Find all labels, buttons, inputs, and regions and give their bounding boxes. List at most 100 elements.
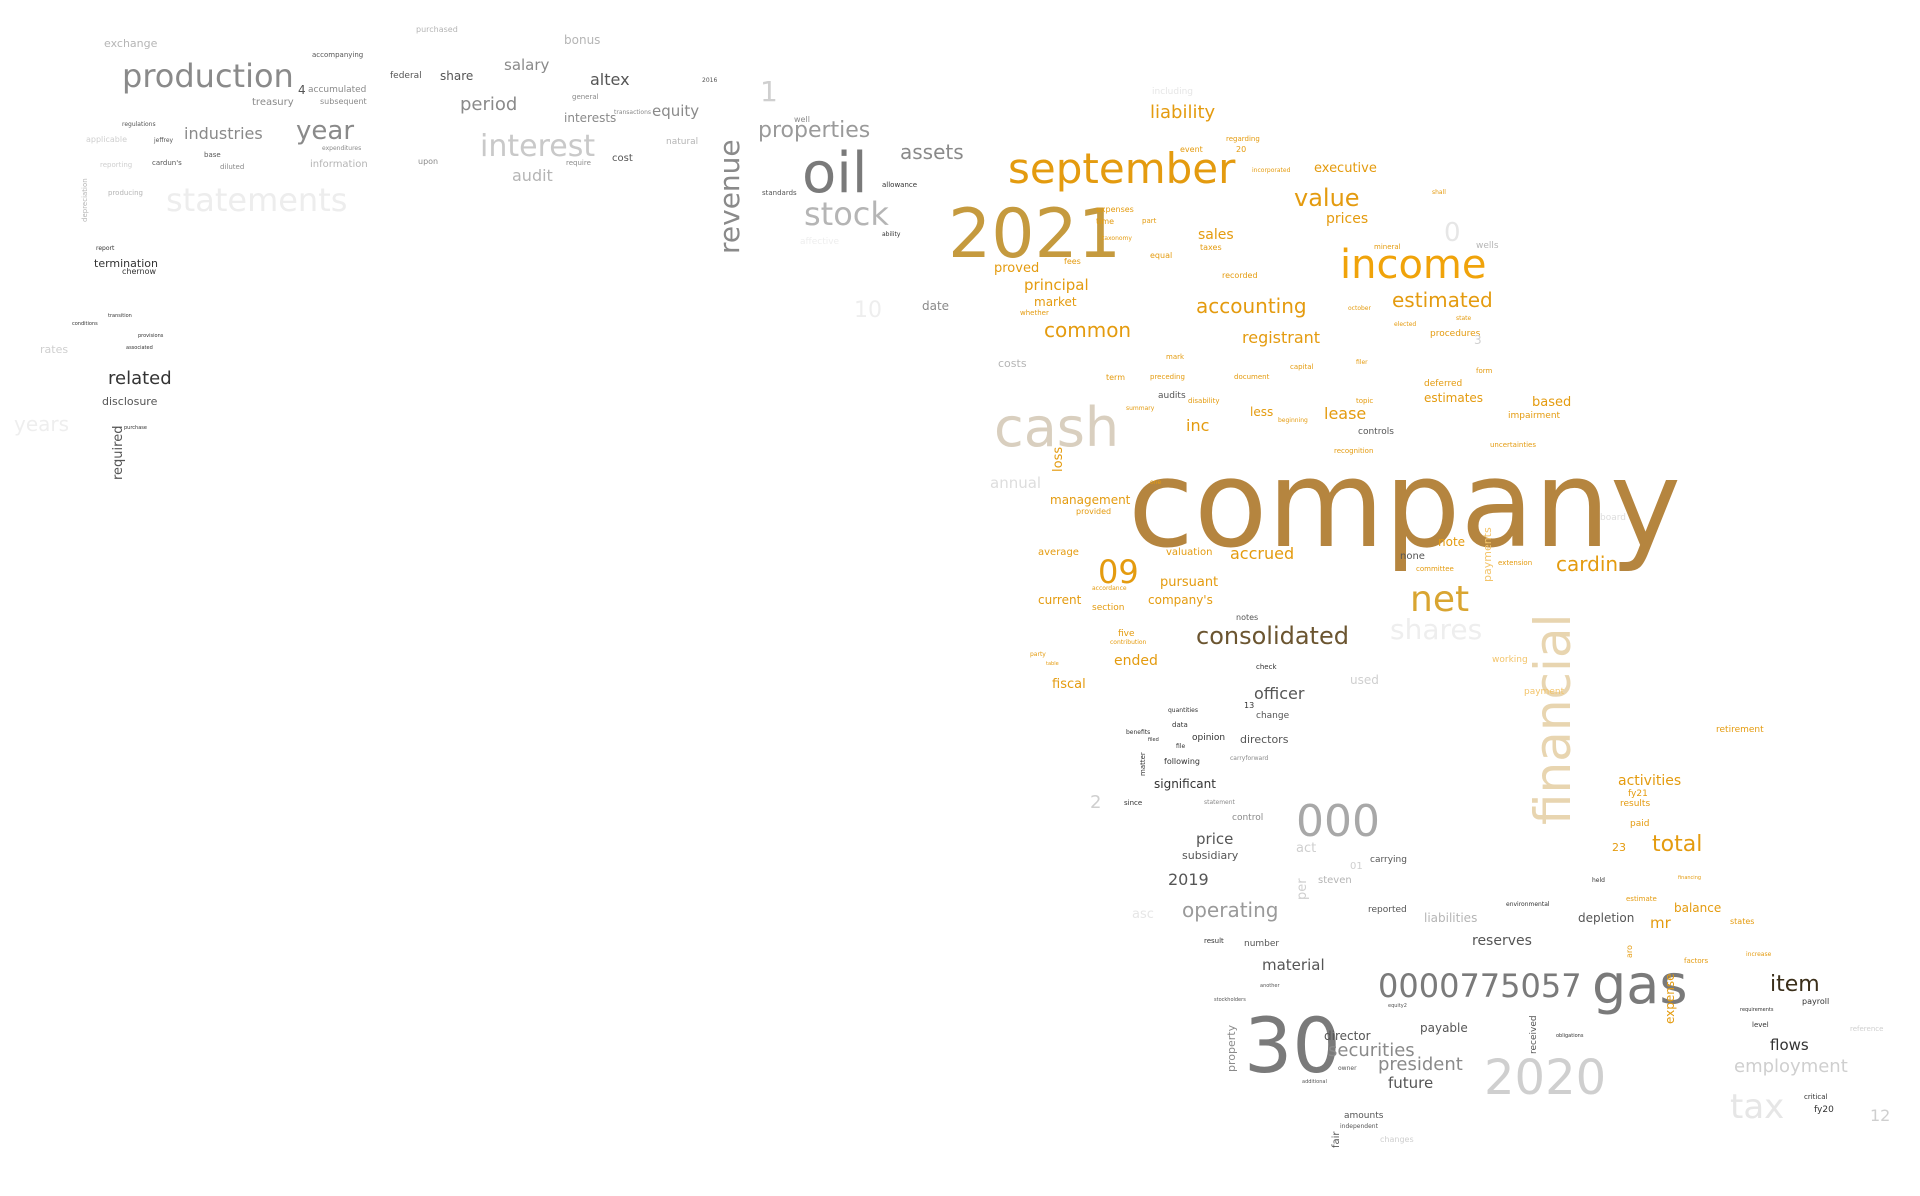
word-2021: 2021 [948, 195, 1122, 274]
word-fy21: fy21 [1628, 789, 1648, 799]
word-changes: changes [1380, 1135, 1414, 1144]
word-received: received [1529, 1015, 1539, 1054]
word-2019: 2019 [1168, 870, 1209, 889]
word-standards: standards [762, 189, 797, 197]
word-control: control [1232, 813, 1264, 823]
word-23: 23 [1612, 841, 1626, 854]
word-time: time [1096, 217, 1115, 226]
word-income: income [1340, 242, 1487, 288]
word-fy20: fy20 [1814, 1105, 1834, 1115]
word-disability: disability [1188, 397, 1220, 405]
word-accrued: accrued [1230, 544, 1295, 563]
word-reporting: reporting [100, 161, 133, 169]
word-payroll: payroll [1802, 997, 1830, 1006]
word-accumulated: accumulated [308, 85, 367, 95]
word-five: five [1118, 629, 1135, 639]
word-tax: tax [1730, 1087, 1785, 1127]
word-applicable: applicable [86, 135, 128, 144]
word-13: 13 [1244, 701, 1255, 710]
word-lease: lease [1324, 404, 1367, 423]
word-transactions: transactions [614, 109, 652, 116]
word-interests: interests [564, 111, 617, 125]
word-market: market [1034, 295, 1077, 309]
word-pursuant: pursuant [1160, 575, 1219, 590]
word-increase: increase [1746, 951, 1772, 958]
word-activities: activities [1618, 773, 1682, 789]
word-cardin: cardin [1556, 552, 1619, 576]
word-held: held [1592, 877, 1605, 884]
word-years: years [14, 412, 70, 436]
word-3: 3 [1474, 333, 1482, 347]
word-09: 09 [1098, 553, 1139, 591]
word-12: 12 [1870, 1106, 1891, 1125]
word-board: board [1600, 513, 1626, 523]
word-liabilities: liabilities [1424, 911, 1478, 925]
word-document: document [1234, 373, 1270, 381]
word-ended: ended [1114, 653, 1158, 669]
word-current: current [1038, 593, 1082, 607]
word-2020: 2020 [1484, 1050, 1607, 1106]
word-directors: directors [1240, 733, 1289, 746]
word-company's: company's [1148, 593, 1213, 607]
word-controls: controls [1358, 427, 1394, 437]
word-average: average [1038, 547, 1079, 558]
word-salary: salary [504, 56, 550, 74]
word-fees: fees [1064, 257, 1081, 266]
word-section: section [1092, 603, 1125, 613]
word-affective: affective [800, 237, 840, 247]
word-states: states [1730, 917, 1755, 926]
word-whether: whether [1020, 309, 1049, 317]
word-2016: 2016 [702, 77, 718, 84]
word-carryforward: carryforward [1230, 755, 1269, 762]
word-accompanying: accompanying [312, 51, 364, 59]
word-uncertainties: uncertainties [1490, 441, 1536, 449]
word-executive: executive [1314, 161, 1377, 176]
word-contribution: contribution [1110, 639, 1147, 646]
word-stock: stock [804, 195, 889, 233]
word-amounts: amounts [1344, 1111, 1384, 1121]
word-notes: notes [1236, 613, 1259, 622]
word-shall: shall [1432, 189, 1446, 196]
word-subsequent: subsequent [320, 97, 367, 106]
word-regarding: regarding [1226, 135, 1260, 143]
word-purchased: purchased [416, 25, 458, 34]
word-cardun's: cardun's [152, 159, 182, 167]
word-estimates: estimates [1424, 391, 1484, 405]
word-transition: transition [108, 313, 132, 319]
word-recognition: recognition [1334, 447, 1374, 455]
word-paid: paid [1630, 819, 1650, 829]
word-check: check [1256, 663, 1277, 671]
word-operating: operating [1182, 898, 1279, 922]
word-form: form [1476, 367, 1493, 375]
word-securities: securities [1328, 1040, 1415, 1061]
word-less: less [1250, 405, 1274, 419]
word-provided: provided [1076, 507, 1112, 516]
word-expenses: expenses [1096, 205, 1134, 214]
word-financing: financing [1678, 875, 1702, 881]
word-associated: associated [126, 345, 153, 351]
word-purchase: purchase [124, 425, 147, 431]
word-working: working [1492, 655, 1528, 665]
word-0: 0 [1444, 218, 1461, 248]
word-upon: upon [418, 157, 439, 166]
word-change: change [1256, 711, 1290, 721]
word-based: based [1532, 395, 1572, 410]
word-elected: elected [1394, 321, 1417, 328]
word-expense: expense [1663, 973, 1677, 1024]
word-beginning: beginning [1278, 417, 1308, 424]
word-audits: audits [1158, 391, 1186, 401]
word-chernow: chernow [122, 267, 157, 276]
word-since: since [1124, 799, 1143, 807]
word-topic: topic [1356, 397, 1374, 405]
word-obligations: obligations [1556, 1033, 1584, 1039]
word-exchange: exchange [104, 37, 158, 50]
word-future: future [1388, 1074, 1434, 1092]
word-altex: altex [590, 70, 630, 89]
word-factors: factors [1684, 957, 1709, 965]
word-data: data [1172, 721, 1188, 729]
word-level: level [1752, 1021, 1769, 1029]
word-retirement: retirement [1716, 725, 1764, 735]
word-summary: summary [1126, 405, 1155, 412]
word-provisions: provisions [138, 333, 164, 339]
word-wells: wells [1476, 241, 1499, 251]
